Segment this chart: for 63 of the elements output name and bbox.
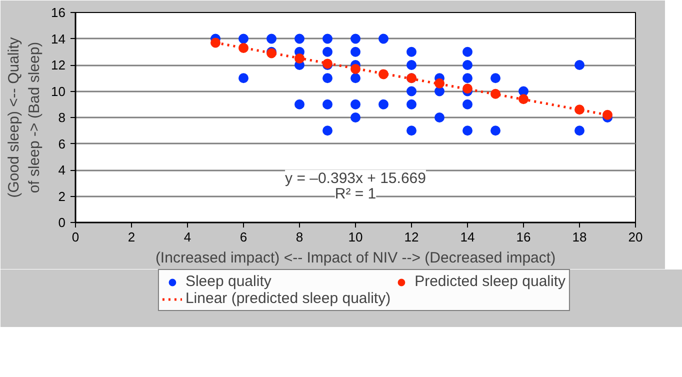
point <box>322 126 332 136</box>
y-tick-label: 14 <box>51 31 66 46</box>
x-tick-label: 6 <box>240 230 248 244</box>
x-tick-label: 16 <box>516 230 531 244</box>
x-tick-label: 4 <box>184 230 192 244</box>
y-tick-label: 4 <box>58 162 66 178</box>
point <box>294 53 304 64</box>
point <box>322 73 332 84</box>
point <box>322 46 332 57</box>
point <box>406 60 416 70</box>
point <box>406 46 416 57</box>
point <box>350 99 360 110</box>
point <box>434 112 444 122</box>
legend-label: Linear (predicted sleep quality) <box>185 290 391 307</box>
legend-label: Predicted sleep quality <box>414 273 566 290</box>
point <box>490 73 500 84</box>
x-tick-label: 0 <box>72 230 80 244</box>
point <box>294 34 304 44</box>
point <box>322 34 332 44</box>
point <box>210 38 220 48</box>
point <box>462 73 472 84</box>
point <box>518 94 528 104</box>
point <box>490 126 500 136</box>
point <box>462 60 472 70</box>
x-tick-label: 12 <box>404 230 419 244</box>
x-tick-label: 2 <box>128 230 136 244</box>
annotation: R² = 1 <box>334 186 376 203</box>
x-tick-label: 14 <box>460 230 475 244</box>
point <box>350 34 360 44</box>
point <box>378 34 388 44</box>
annotation: y = –0.393x + 15.669 <box>285 170 426 187</box>
point <box>406 99 416 110</box>
y-tick-label: 6 <box>58 136 66 152</box>
point <box>574 126 584 136</box>
x-tick-label: 18 <box>572 230 587 244</box>
y-tick-label: 2 <box>58 188 66 204</box>
point <box>266 34 276 44</box>
x-tick-label: 10 <box>348 230 363 244</box>
y-axis-title: (Good sleep) <-- Quality of sleep -> (Bad sleep) <box>6 36 44 198</box>
point <box>378 99 388 110</box>
point <box>462 99 472 110</box>
x-tick-label: 8 <box>296 230 304 244</box>
point <box>238 34 248 44</box>
point <box>238 73 248 84</box>
legend-label: Sleep quality <box>185 273 272 290</box>
y-tick-label: 8 <box>58 110 66 125</box>
point <box>294 99 304 110</box>
x-tick-label: 20 <box>628 230 643 244</box>
point <box>406 126 416 136</box>
y-tick-label: 12 <box>51 58 66 72</box>
x-axis-title: (Increased impact) <-- Impact of NIV --> (Decreased impact) <box>155 250 556 266</box>
y-tick-label: 10 <box>51 84 66 99</box>
y-tick-label: 0 <box>58 215 66 230</box>
point <box>574 60 584 70</box>
point <box>462 126 472 136</box>
y-tick-label: 16 <box>51 5 66 20</box>
point <box>406 86 416 96</box>
point <box>350 46 360 57</box>
point <box>462 46 472 57</box>
point <box>322 99 332 110</box>
point <box>602 110 612 120</box>
point <box>350 73 360 84</box>
point <box>350 112 360 122</box>
